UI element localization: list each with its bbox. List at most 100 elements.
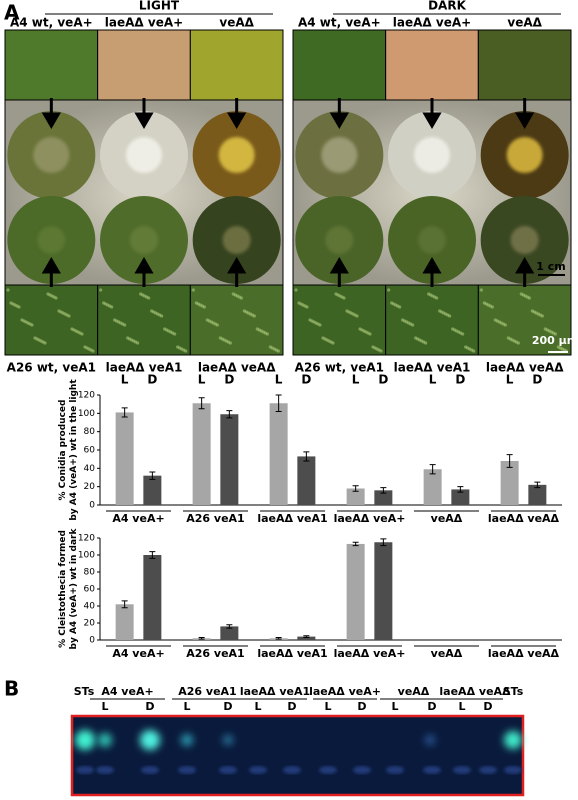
strain-label: A4 wt, veA+ xyxy=(10,16,93,30)
texture xyxy=(83,345,87,349)
y-tick-label: 0 xyxy=(89,636,95,646)
texture xyxy=(493,318,497,322)
texture xyxy=(334,292,338,296)
texture xyxy=(176,345,180,349)
condition-label: D xyxy=(427,700,436,713)
y-label-line: by A4 (veA+) wt in the light xyxy=(69,379,79,521)
y-label-line: by A4 (veA+) wt in dark xyxy=(69,528,79,650)
panel-label: B xyxy=(4,677,19,701)
condition-label: D xyxy=(287,700,296,713)
bar xyxy=(297,456,316,505)
y-tick-label: 100 xyxy=(78,551,95,561)
arrow xyxy=(329,257,349,287)
tlc-band xyxy=(249,766,267,774)
bar xyxy=(220,626,239,640)
y-tick-label: 40 xyxy=(84,464,96,474)
bar xyxy=(451,489,470,505)
texture xyxy=(506,336,510,340)
error-bar xyxy=(303,635,310,638)
x-tick-label: A4 veA+ xyxy=(112,647,164,660)
texture xyxy=(150,309,154,313)
series-label: L xyxy=(352,373,360,387)
texture xyxy=(387,288,391,292)
y-tick-label: 120 xyxy=(78,534,95,544)
strain-label: veAΔ xyxy=(219,16,254,30)
lane-label: veAΔ xyxy=(398,685,430,698)
error-bar xyxy=(149,551,156,559)
series-label: D xyxy=(147,373,157,387)
colony-center xyxy=(130,226,158,254)
tlc-spot xyxy=(75,730,95,750)
texture xyxy=(530,309,534,313)
x-tick-label: laeAΔ veAΔ xyxy=(488,647,560,660)
error-bar xyxy=(121,407,128,418)
tlc-band xyxy=(283,766,301,774)
strain-label: veAΔ xyxy=(507,16,542,30)
micrograph xyxy=(189,29,284,101)
bar xyxy=(374,490,393,505)
colony-center xyxy=(325,226,354,254)
colony-center xyxy=(418,226,446,254)
lane-label: laeAΔ veAΔ xyxy=(439,685,511,698)
tlc-band xyxy=(453,766,471,774)
condition-label: L xyxy=(101,700,108,713)
tlc-spot xyxy=(223,735,233,745)
bar xyxy=(346,488,365,505)
x-tick-label: veAΔ xyxy=(431,647,463,660)
texture xyxy=(20,318,24,322)
micrograph xyxy=(385,29,479,101)
texture xyxy=(308,318,312,322)
texture xyxy=(268,345,272,349)
y-tick-label: 40 xyxy=(84,602,96,612)
texture xyxy=(33,336,37,340)
tlc-band xyxy=(353,766,371,774)
tlc-band xyxy=(219,766,237,774)
arrow xyxy=(515,98,535,129)
texture xyxy=(255,327,259,331)
strain-label: A26 wt, veA1 xyxy=(295,361,384,375)
y-tick-label: 20 xyxy=(84,482,96,492)
lane-label: laeAΔ veA+ xyxy=(309,685,381,698)
texture xyxy=(321,336,325,340)
colony-center xyxy=(414,137,450,173)
texture xyxy=(556,345,560,349)
arrow xyxy=(329,98,349,129)
series-label: L xyxy=(506,373,514,387)
condition-label: L xyxy=(183,700,190,713)
error-bar xyxy=(429,464,436,475)
condition-label: DARK xyxy=(428,0,466,13)
series-label: L xyxy=(198,373,206,387)
colony-center xyxy=(222,226,251,254)
texture xyxy=(297,301,301,305)
error-bar xyxy=(149,471,156,480)
x-tick-label: A4 veA+ xyxy=(112,512,164,525)
texture xyxy=(139,292,143,296)
x-tick-label: laeAΔ veA+ xyxy=(334,512,406,525)
tlc-band xyxy=(96,766,114,774)
texture xyxy=(231,292,235,296)
bar xyxy=(220,414,239,505)
scale-label: 200 µm xyxy=(532,334,578,347)
arrow xyxy=(41,257,61,287)
texture xyxy=(205,318,209,322)
colony-center xyxy=(126,137,162,173)
texture xyxy=(401,318,405,322)
y-tick-label: 60 xyxy=(84,585,96,595)
tlc-plate xyxy=(70,714,525,797)
texture xyxy=(163,327,167,331)
texture xyxy=(99,288,103,292)
x-tick-label: A26 veA1 xyxy=(186,512,244,525)
tlc-band xyxy=(76,766,94,774)
tlc-band xyxy=(423,766,441,774)
texture xyxy=(345,309,349,313)
bar xyxy=(192,403,211,505)
lane-label: A4 veA+ xyxy=(101,685,153,698)
arrow xyxy=(134,257,154,287)
error-bar xyxy=(352,541,359,547)
texture xyxy=(438,309,442,313)
micrograph xyxy=(97,29,191,101)
tlc-spot xyxy=(504,731,522,749)
texture xyxy=(464,345,468,349)
error-bar xyxy=(506,454,513,468)
